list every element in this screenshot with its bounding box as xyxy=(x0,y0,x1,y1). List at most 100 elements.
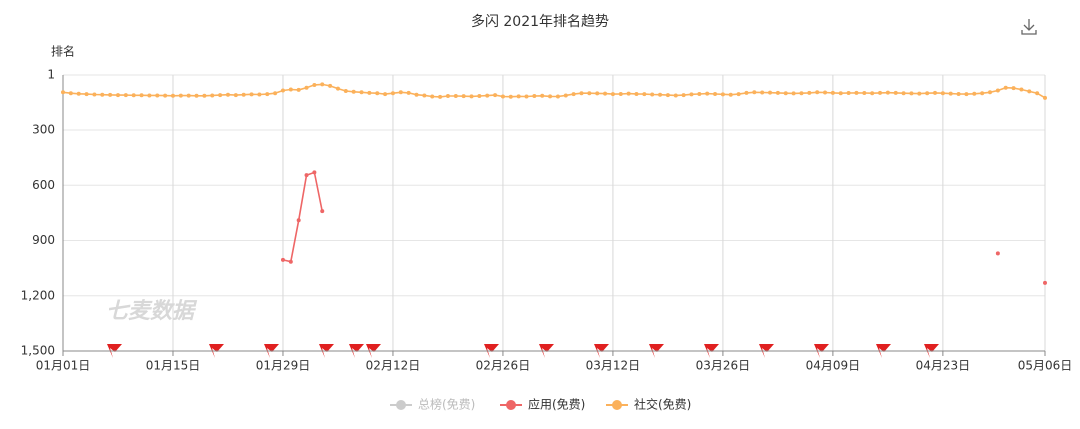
data-point xyxy=(383,92,388,97)
data-point xyxy=(948,91,953,96)
download-glyph xyxy=(1021,19,1037,35)
data-point xyxy=(493,93,498,98)
data-point xyxy=(925,91,930,96)
data-point xyxy=(304,85,309,90)
x-tick-label: 01月15日 xyxy=(146,359,201,373)
data-point xyxy=(681,93,686,98)
data-point xyxy=(650,92,655,97)
data-point xyxy=(579,91,584,96)
x-tick-label: 01月29日 xyxy=(256,359,311,373)
data-point xyxy=(273,91,278,96)
data-point xyxy=(705,91,710,96)
legend-symbol xyxy=(506,400,516,410)
legend-label: 社交(免费) xyxy=(634,397,691,412)
x-tick-label: 02月26日 xyxy=(476,359,531,373)
data-point xyxy=(760,90,765,95)
data-point xyxy=(194,93,199,98)
data-point xyxy=(92,92,97,97)
data-point xyxy=(838,91,843,96)
data-point xyxy=(548,94,553,99)
data-point xyxy=(736,92,741,97)
data-point xyxy=(995,251,1000,256)
data-point xyxy=(524,94,529,99)
data-point xyxy=(823,90,828,95)
data-point xyxy=(563,93,568,98)
data-point xyxy=(508,94,513,99)
data-point xyxy=(878,90,883,95)
data-point xyxy=(658,92,663,97)
x-tick-label: 04月09日 xyxy=(806,359,861,373)
data-point xyxy=(170,93,175,98)
data-point xyxy=(257,92,262,97)
x-tick-label: 01月01日 xyxy=(36,359,91,373)
data-point xyxy=(846,91,851,96)
data-point xyxy=(610,92,615,97)
data-point xyxy=(642,92,647,97)
x-tick-label: 03月12日 xyxy=(586,359,641,373)
data-point xyxy=(500,94,505,99)
data-point xyxy=(304,173,309,178)
data-point xyxy=(995,88,1000,93)
data-point xyxy=(84,92,89,97)
data-point xyxy=(280,257,285,262)
data-point xyxy=(728,92,733,97)
data-point xyxy=(265,92,270,97)
data-point xyxy=(390,91,395,96)
data-point xyxy=(61,90,65,95)
data-point xyxy=(862,91,867,96)
data-point xyxy=(768,90,773,95)
x-tick-label: 02月12日 xyxy=(366,359,421,373)
data-point xyxy=(1003,85,1008,90)
data-point xyxy=(210,93,215,98)
data-point xyxy=(901,91,906,96)
y-tick-label: 900 xyxy=(32,233,55,247)
legend-item[interactable]: 社交(免费) xyxy=(606,397,691,412)
download-icon[interactable] xyxy=(1021,19,1037,35)
data-point xyxy=(885,90,890,95)
data-point xyxy=(540,93,545,98)
data-point xyxy=(312,82,317,87)
data-point xyxy=(799,91,804,96)
data-point xyxy=(123,93,128,98)
data-point xyxy=(367,90,372,95)
data-point xyxy=(131,93,136,98)
data-point xyxy=(673,93,678,98)
y-tick-label: 1,500 xyxy=(21,344,55,358)
data-point xyxy=(343,89,348,94)
data-point xyxy=(288,87,293,92)
data-point xyxy=(516,94,521,99)
data-point xyxy=(280,88,285,93)
data-point xyxy=(555,94,560,99)
y-tick-label: 1,200 xyxy=(21,288,55,302)
data-point xyxy=(328,83,333,88)
data-point xyxy=(720,92,725,97)
y-tick-label: 600 xyxy=(32,178,55,192)
data-point xyxy=(335,86,340,91)
y-axis-label: 排名 xyxy=(51,44,75,59)
data-point xyxy=(940,91,945,96)
data-point xyxy=(398,90,403,95)
data-point xyxy=(1011,86,1016,91)
data-point xyxy=(76,91,81,96)
data-point xyxy=(665,93,670,98)
legend-item[interactable]: 总榜(免费) xyxy=(390,397,475,412)
chart-title: 多闪 2021年排名趋势 xyxy=(471,13,609,30)
data-point xyxy=(689,92,694,97)
data-point xyxy=(288,259,293,264)
data-point xyxy=(791,91,796,96)
data-point xyxy=(933,90,938,95)
legend-item[interactable]: 应用(免费) xyxy=(500,397,585,412)
data-point xyxy=(815,90,820,95)
watermark: 七麦数据 xyxy=(106,299,198,324)
data-point xyxy=(430,94,435,99)
data-point xyxy=(917,91,922,96)
data-point xyxy=(218,93,223,98)
data-point xyxy=(1043,95,1047,100)
data-point xyxy=(697,91,702,96)
data-point xyxy=(296,218,301,223)
data-point xyxy=(406,90,411,95)
data-point xyxy=(414,92,419,97)
data-point xyxy=(461,94,466,99)
